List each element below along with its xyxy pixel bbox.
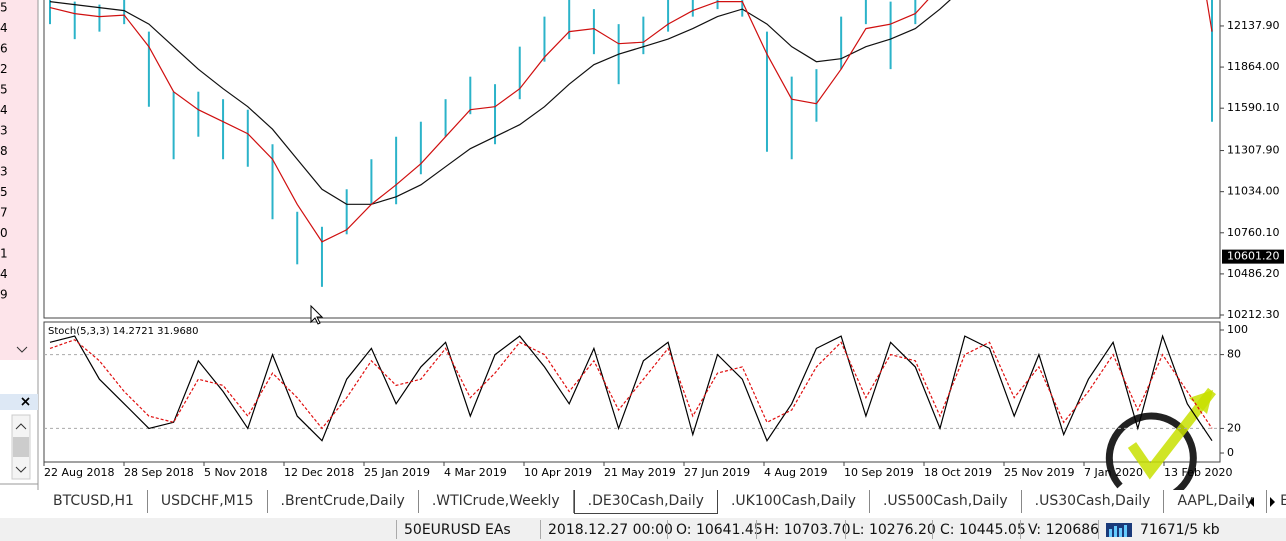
chart-tab[interactable]: .UK100Cash,Daily	[718, 490, 870, 513]
panel-digit: 5	[0, 185, 8, 199]
x-tick-label: 4 Aug 2019	[764, 466, 827, 479]
chart-tab[interactable]: .BrentCrude,Daily	[268, 490, 419, 513]
x-tick-label: 22 Aug 2018	[44, 466, 114, 479]
chart-tab[interactable]: .US30Cash,Daily	[1022, 490, 1165, 513]
main-plot-frame	[43, 0, 1221, 319]
x-tick-label: 25 Jan 2019	[364, 466, 430, 479]
panel-digit: 9	[0, 288, 8, 302]
y-tick-label: 0	[1227, 446, 1234, 459]
scroll-up[interactable]	[15, 423, 27, 430]
y-tick-label: 20	[1227, 421, 1241, 434]
traffic-icon	[1106, 523, 1132, 537]
chart-tab[interactable]: .WTICrude,Weekly	[419, 490, 574, 513]
fast-ma	[49, 0, 1213, 243]
price-plot	[49, 0, 1213, 287]
panel-digit: 7	[0, 206, 8, 220]
chart-tab[interactable]: EU	[1267, 490, 1286, 513]
tab-scroll-left[interactable]	[1249, 497, 1254, 507]
y-tick-label: 11034.00	[1227, 185, 1280, 198]
panel-digit: 4	[0, 103, 8, 117]
panel-digit: 0	[0, 226, 8, 240]
y-tick-label: 10486.20	[1227, 267, 1280, 280]
panel-digit: 8	[0, 144, 8, 158]
status-bar: 50EURUSD EAs 2018.12.27 00:00 O: 10641.4…	[0, 518, 1286, 541]
stoch-signal	[49, 339, 1213, 430]
y-tick-label: 10760.10	[1227, 226, 1280, 239]
dropdown-arrow[interactable]	[16, 346, 28, 353]
indicator-frame	[43, 321, 1221, 463]
y-tick-label: 11864.00	[1227, 60, 1280, 73]
panel-digit: 3	[0, 124, 8, 138]
status-close: C: 10445.05	[940, 522, 1026, 538]
x-tick-label: 7 Jan 2020	[1084, 466, 1143, 479]
y-tick-label: 11307.90	[1227, 144, 1280, 157]
x-tick-label: 13 Feb 2020	[1164, 466, 1232, 479]
current-price-label: 10601.20	[1227, 250, 1280, 263]
scroll-down[interactable]	[15, 466, 27, 473]
tab-scroll-right[interactable]	[1270, 497, 1275, 507]
x-tick-label: 27 Jun 2019	[684, 466, 750, 479]
status-volume: V: 120686	[1028, 522, 1100, 538]
panel-digit: 6	[0, 42, 8, 56]
status-high: H: 10703.70	[764, 522, 851, 538]
slow-ma	[49, 0, 951, 205]
status-open: O: 10641.45	[676, 522, 763, 538]
y-tick-label: 100	[1227, 323, 1248, 336]
status-traffic: 71671/5 kb	[1140, 522, 1220, 538]
chart: Stoch(5,3,3) 14.2721 31.9680 5 4 6 2 5 4 3 8 3 5 7…	[0, 0, 1284, 490]
status-low: L: 10276.20	[852, 522, 936, 538]
panel-digit: 3	[0, 165, 8, 179]
x-tick-label: 21 May 2019	[604, 466, 676, 479]
y-tick-label: 12137.90	[1227, 19, 1280, 32]
chart-tabs: BTCUSD,H1 USDCHF,M15 .BrentCrude,Daily .WTI…	[40, 490, 1286, 514]
x-tick-label: 4 Mar 2019	[444, 466, 507, 479]
panel-digit: 5	[0, 83, 8, 97]
left-panel	[0, 0, 38, 360]
chart-tab[interactable]: USDCHF,M15	[148, 490, 268, 513]
indicator-plot	[49, 334, 1213, 442]
close-button[interactable]	[21, 397, 30, 406]
x-tick-label: 18 Oct 2019	[924, 466, 992, 479]
logo-check	[1127, 387, 1216, 480]
x-tick-label: 28 Sep 2018	[124, 466, 194, 479]
chart-tab[interactable]: .DE30Cash,Daily	[573, 490, 718, 514]
chart-tab[interactable]: BTCUSD,H1	[40, 490, 148, 513]
panel-digit: 4	[0, 21, 8, 35]
status-profile: 50EURUSD EAs	[404, 522, 511, 538]
x-tick-label: 12 Dec 2018	[284, 466, 354, 479]
panel-digit: 2	[0, 62, 8, 76]
x-tick-label: 25 Nov 2019	[1004, 466, 1074, 479]
panel-header	[0, 394, 38, 410]
signal-wrap	[49, 339, 1213, 430]
logo-ring	[1105, 412, 1197, 490]
y-tick-label: 11590.10	[1227, 101, 1280, 114]
panel-digit: 1	[0, 247, 8, 261]
tab-scroll	[1249, 497, 1275, 507]
x-tick-label: 10 Apr 2019	[524, 466, 592, 479]
y-tick-label: 10212.30	[1227, 308, 1280, 321]
y-tick-label: 80	[1227, 348, 1241, 361]
panel-digit: 5	[0, 1, 8, 15]
panel-digit: 4	[0, 267, 8, 281]
chart-tab[interactable]: AAPL,Daily	[1164, 490, 1268, 513]
status-time: 2018.12.27 00:00	[548, 522, 673, 538]
scroll-thumb[interactable]	[13, 437, 29, 457]
x-tick-label: 10 Sep 2019	[844, 466, 914, 479]
mouse-cursor	[310, 304, 324, 325]
stoch-main	[49, 334, 1213, 442]
current-price-box	[1222, 249, 1284, 264]
chart-tab[interactable]: .US500Cash,Daily	[870, 490, 1022, 513]
x-tick-label: 5 Nov 2018	[204, 466, 267, 479]
logo-arrow	[1189, 390, 1213, 414]
indicator-label: Stoch(5,3,3) 14.2721 31.9680	[48, 326, 199, 337]
